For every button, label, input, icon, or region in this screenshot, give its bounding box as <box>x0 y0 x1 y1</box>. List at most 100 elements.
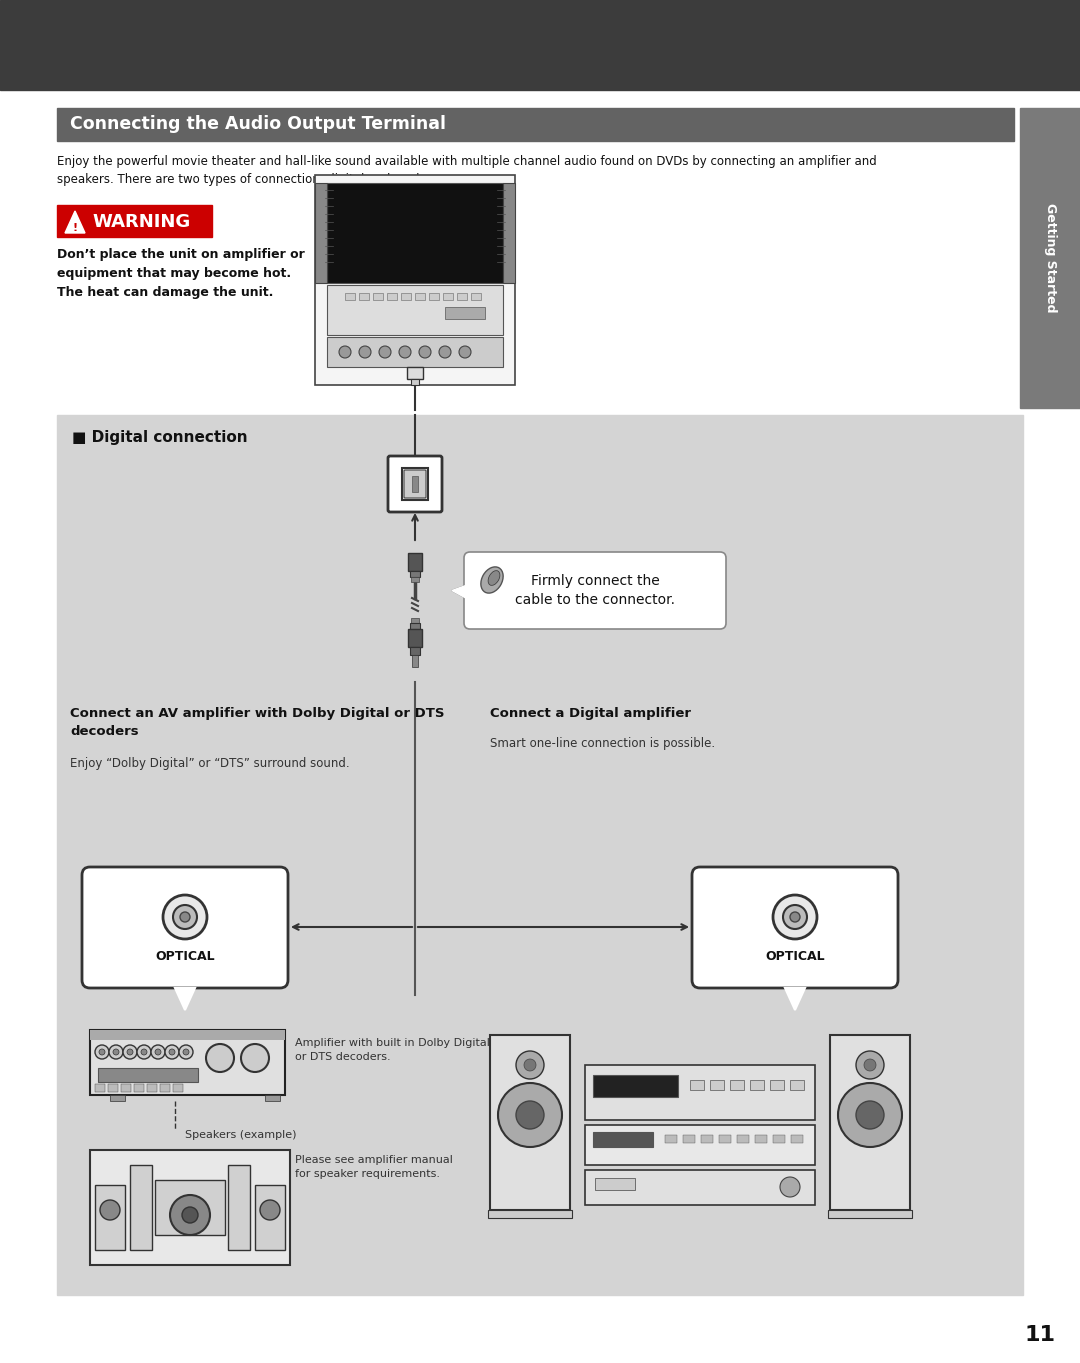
Bar <box>160 1084 170 1092</box>
Text: WARNING: WARNING <box>92 213 190 230</box>
Circle shape <box>179 1045 193 1059</box>
Bar <box>110 1094 125 1101</box>
Text: Connect an AV amplifier with Dolby Digital or DTS
decoders: Connect an AV amplifier with Dolby Digit… <box>70 707 445 737</box>
Bar <box>773 1135 785 1144</box>
FancyBboxPatch shape <box>388 457 442 512</box>
Bar <box>410 647 420 656</box>
Text: OPTICAL: OPTICAL <box>766 950 825 964</box>
Bar <box>315 183 327 284</box>
Bar <box>593 1075 678 1097</box>
Text: Getting Started: Getting Started <box>1043 203 1056 312</box>
Bar <box>130 1165 152 1250</box>
Circle shape <box>789 912 800 921</box>
Circle shape <box>113 1050 119 1055</box>
Circle shape <box>137 1045 151 1059</box>
Bar <box>789 1079 804 1090</box>
Bar <box>503 183 515 284</box>
Text: ■ Digital connection: ■ Digital connection <box>72 429 247 444</box>
Bar <box>737 1135 750 1144</box>
Text: 11: 11 <box>1025 1325 1055 1345</box>
Text: Connecting the Audio Output Terminal: Connecting the Audio Output Terminal <box>70 114 446 134</box>
Bar <box>593 1133 653 1148</box>
Bar <box>443 293 453 300</box>
Bar <box>327 183 503 284</box>
Bar <box>831 1035 910 1210</box>
Circle shape <box>156 1050 161 1055</box>
Text: Speakers (example): Speakers (example) <box>185 1130 297 1139</box>
Circle shape <box>516 1051 544 1079</box>
Circle shape <box>780 1178 800 1197</box>
Text: OPTICAL: OPTICAL <box>156 950 215 964</box>
Bar <box>665 1135 677 1144</box>
Bar <box>156 1180 225 1235</box>
Bar <box>90 1030 285 1094</box>
Bar <box>411 379 419 384</box>
Bar <box>401 293 411 300</box>
Bar <box>402 468 428 500</box>
Circle shape <box>773 895 816 939</box>
Circle shape <box>151 1045 165 1059</box>
Bar <box>471 293 481 300</box>
Bar <box>373 293 383 300</box>
Bar <box>585 1169 815 1205</box>
Bar <box>770 1079 784 1090</box>
Bar <box>408 628 422 647</box>
Polygon shape <box>65 211 85 233</box>
FancyBboxPatch shape <box>692 867 897 988</box>
Text: Enjoy “Dolby Digital” or “DTS” surround sound.: Enjoy “Dolby Digital” or “DTS” surround … <box>70 756 350 770</box>
Ellipse shape <box>488 571 500 585</box>
Text: Connect a Digital amplifier: Connect a Digital amplifier <box>490 707 691 720</box>
Bar <box>488 1210 572 1219</box>
Bar <box>411 577 419 582</box>
Circle shape <box>359 346 372 358</box>
Bar <box>95 1084 105 1092</box>
Circle shape <box>109 1045 123 1059</box>
Text: Smart one-line connection is possible.: Smart one-line connection is possible. <box>490 737 715 750</box>
Bar <box>57 414 1023 1295</box>
Polygon shape <box>785 988 805 1010</box>
Bar <box>683 1135 696 1144</box>
Bar <box>108 1084 118 1092</box>
Circle shape <box>206 1044 234 1073</box>
Bar <box>57 108 1014 140</box>
Polygon shape <box>453 583 470 600</box>
Text: Don’t place the unit on amplifier or
equipment that may become hot.
The heat can: Don’t place the unit on amplifier or equ… <box>57 248 305 298</box>
Bar <box>121 1084 131 1092</box>
Bar <box>411 617 419 623</box>
Bar <box>410 571 420 577</box>
Bar <box>90 1030 285 1040</box>
Bar <box>411 476 418 492</box>
Circle shape <box>864 1059 876 1071</box>
Circle shape <box>241 1044 269 1073</box>
Circle shape <box>399 346 411 358</box>
Bar <box>828 1210 912 1219</box>
Bar <box>719 1135 731 1144</box>
Bar <box>90 1150 291 1265</box>
Circle shape <box>183 1208 198 1223</box>
Bar <box>445 307 485 319</box>
Bar <box>585 1065 815 1120</box>
Bar <box>490 1035 570 1210</box>
Circle shape <box>99 1050 105 1055</box>
Bar <box>387 293 397 300</box>
Bar <box>595 1178 635 1190</box>
Circle shape <box>123 1045 137 1059</box>
Bar <box>410 623 420 628</box>
Text: !: ! <box>72 224 78 233</box>
Bar <box>750 1079 764 1090</box>
Circle shape <box>183 1050 189 1055</box>
Circle shape <box>95 1045 109 1059</box>
Bar <box>147 1084 157 1092</box>
Bar <box>415 293 426 300</box>
Circle shape <box>838 1084 902 1148</box>
Bar <box>327 285 503 335</box>
Circle shape <box>165 1045 179 1059</box>
Bar <box>228 1165 249 1250</box>
Bar <box>134 1084 144 1092</box>
Text: Amplifier with built in Dolby Digital
or DTS decoders.: Amplifier with built in Dolby Digital or… <box>295 1039 490 1062</box>
Bar <box>791 1135 804 1144</box>
Circle shape <box>260 1199 280 1220</box>
Circle shape <box>339 346 351 358</box>
Bar <box>95 1184 125 1250</box>
Bar <box>315 174 515 384</box>
